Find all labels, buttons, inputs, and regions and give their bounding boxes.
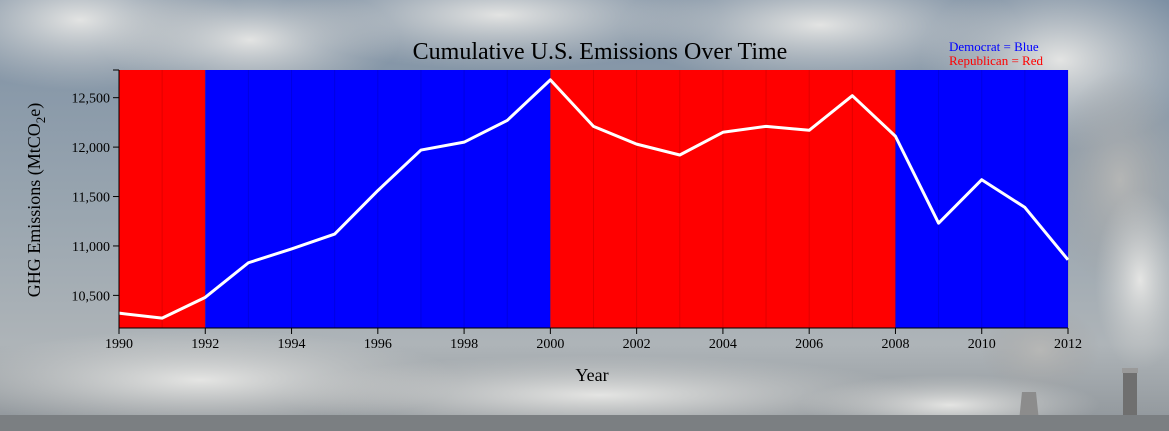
y-axis-label-end: e) — [24, 103, 45, 117]
chart-title: Cumulative U.S. Emissions Over Time — [413, 39, 788, 65]
x-tick-label-1996: 1996 — [364, 337, 392, 352]
x-tick-label-1998: 1998 — [450, 337, 478, 352]
party-band-democrat-1 — [205, 70, 551, 328]
x-axis-label: Year — [575, 365, 608, 385]
y-tick-label-11500: 11,500 — [72, 191, 110, 206]
legend-democrat: Democrat = Blue — [949, 39, 1039, 54]
y-tick-label-12500: 12,500 — [72, 92, 111, 107]
x-tick-label-2012: 2012 — [1054, 337, 1082, 352]
x-tick-label-1994: 1994 — [278, 337, 306, 352]
y-tick-label-11000: 11,000 — [72, 240, 110, 255]
emissions-line — [118, 78, 1070, 320]
party-band-democrat-3 — [895, 70, 1068, 328]
y-axis-label-main: GHG Emissions (MtCO — [24, 123, 45, 297]
x-tick-label-1990: 1990 — [105, 337, 133, 352]
y-axis-label-subscript: 2 — [33, 117, 48, 124]
legend: Democrat = Blue Republican = Red — [949, 39, 1043, 68]
party-band-republican-2 — [550, 70, 896, 328]
party-bands — [119, 70, 1068, 328]
x-tick-label-2010: 2010 — [968, 337, 996, 352]
x-tick-label-2004: 2004 — [709, 337, 737, 352]
y-axis-label: GHG Emissions (MtCO2e) — [24, 103, 48, 298]
x-axis: 1990 1992 1994 1996 1998 2000 2002 2004 2006 2008… — [105, 327, 1082, 352]
y-axis: 10,500 11,000 11,500 12,000 12,500 — [72, 69, 120, 328]
y-tick-label-12000: 12,000 — [72, 141, 111, 156]
x-tick-label-2008: 2008 — [881, 337, 909, 352]
x-tick-label-2002: 2002 — [623, 337, 651, 352]
x-tick-label-2000: 2000 — [536, 337, 564, 352]
x-tick-label-2006: 2006 — [795, 337, 823, 352]
party-band-republican-0 — [119, 70, 206, 328]
y-tick-label-10500: 10,500 — [72, 289, 111, 304]
x-tick-label-1992: 1992 — [191, 337, 219, 352]
legend-republican: Republican = Red — [949, 53, 1043, 68]
